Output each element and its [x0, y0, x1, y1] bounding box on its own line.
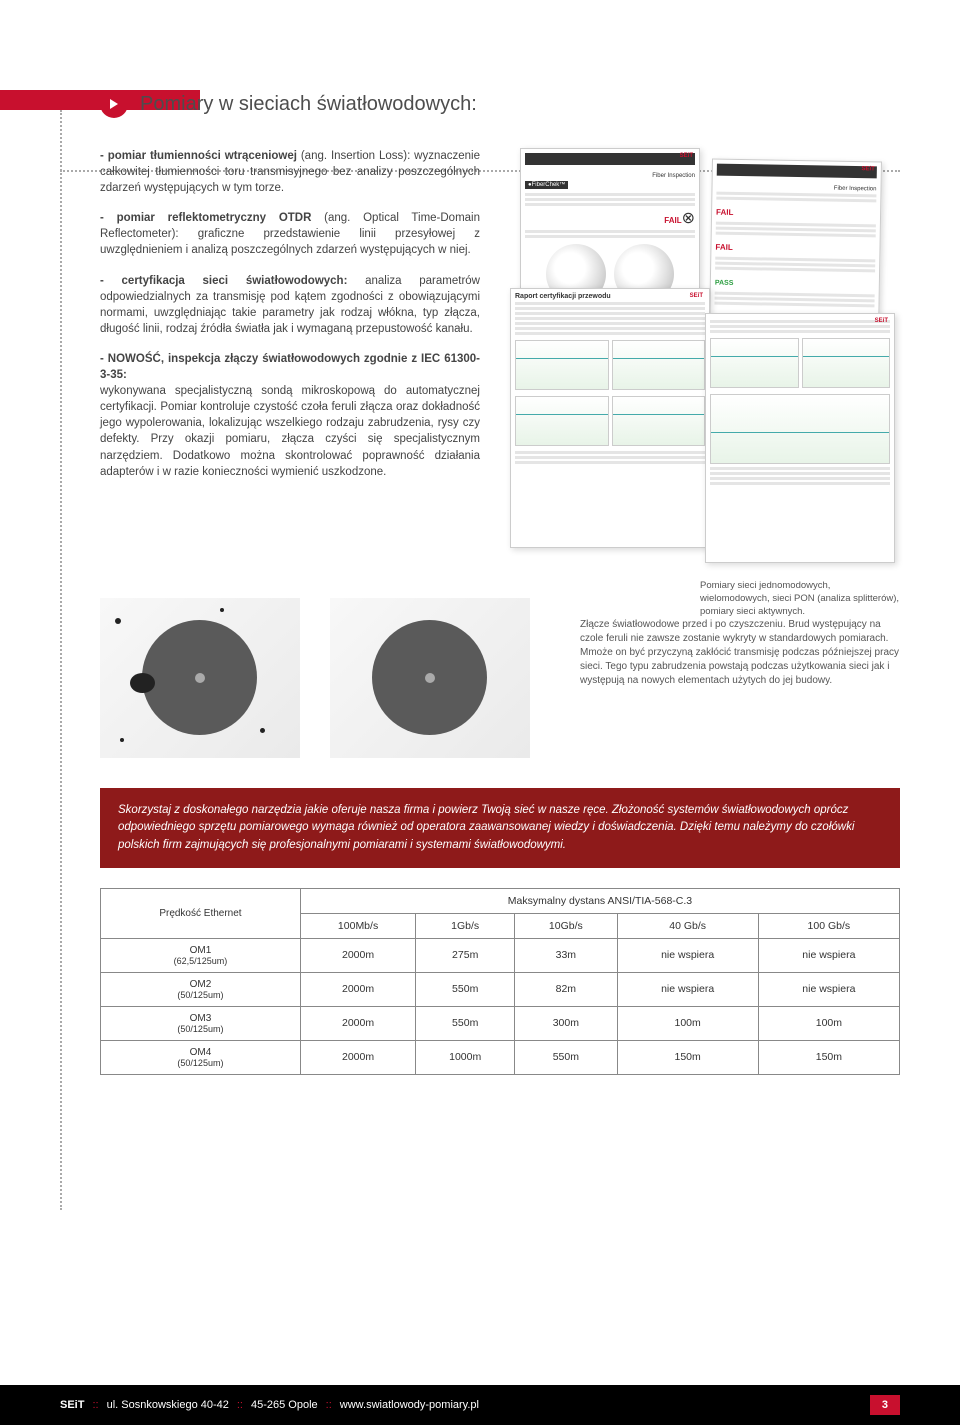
fiber-before-image	[100, 598, 300, 758]
table-row: OM2(50/125um) 2000m550m82mnie wspieranie…	[101, 972, 900, 1006]
report-thumb-3: Raport certyfikacji przewodu SEiT	[510, 288, 710, 548]
promo-callout: Skorzystaj z doskonałego narzędzia jakie…	[100, 788, 900, 868]
table-row-label: Prędkość Ethernet	[101, 888, 301, 938]
fiber-image-row: Złącze światłowodowe przed i po czyszcze…	[100, 598, 900, 758]
page-footer: SEiT :: ul. Sosnkowskiego 40-42 :: 45-26…	[0, 1385, 960, 1425]
table-row: OM4(50/125um) 2000m1000m550m150m150m	[101, 1040, 900, 1074]
footer-url: www.swiatlowody-pomiary.pl	[340, 1399, 479, 1411]
paragraph-inspection: - NOWOŚĆ, inspekcja złączy światłowodowy…	[100, 351, 480, 480]
table-title: Maksymalny dystans ANSI/TIA-568-C.3	[300, 888, 899, 913]
arrow-circle-icon	[100, 90, 128, 118]
body-text-column: - pomiar tłumienności wtrąceniowej (ang.…	[100, 148, 480, 494]
report-thumb-4: SEiT	[705, 313, 895, 563]
report-thumbnails: SEiT ●FiberChek™ Fiber Inspection FAIL⊗ …	[510, 148, 900, 568]
footer-sep-icon: ::	[326, 1399, 332, 1411]
footer-address-city: 45-265 Opole	[251, 1399, 318, 1411]
distance-table: Prędkość Ethernet Maksymalny dystans ANS…	[100, 888, 900, 1075]
footer-company: SEiT	[60, 1399, 84, 1411]
footer-address-street: ul. Sosnkowskiego 40-42	[107, 1399, 229, 1411]
section-title-text: Pomiary w sieciach światłowodowych:	[140, 93, 477, 116]
page-number: 3	[870, 1395, 900, 1415]
table-row: OM3(50/125um) 2000m550m300m100m100m	[101, 1006, 900, 1040]
table-row: OM1(62,5/125um) 2000m275m33mnie wspieran…	[101, 938, 900, 972]
footer-sep-icon: ::	[92, 1399, 98, 1411]
paragraph-certification: - certyfikacja sieci światłowodowych: an…	[100, 273, 480, 337]
section-title: Pomiary w sieciach światłowodowych:	[100, 90, 900, 118]
paragraph-insertion-loss: - pomiar tłumienności wtrąceniowej (ang.…	[100, 148, 480, 196]
footer-sep-icon: ::	[237, 1399, 243, 1411]
fiber-after-image	[330, 598, 530, 758]
reports-caption: Pomiary sieci jednomodowych, wielomodowy…	[700, 580, 900, 618]
paragraph-otdr: - pomiar reflektometryczny OTDR (ang. Op…	[100, 210, 480, 258]
